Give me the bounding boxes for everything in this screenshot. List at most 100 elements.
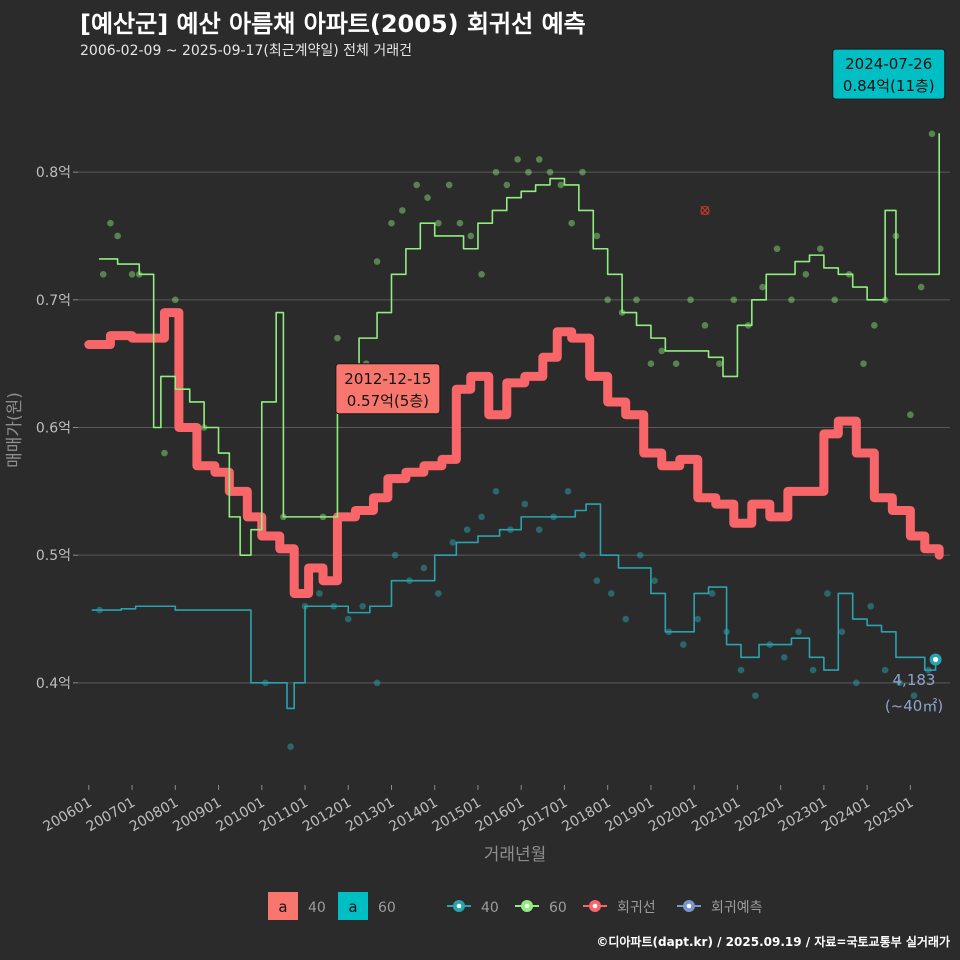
scatter-point-60 [525, 168, 532, 176]
x-tick-label: 201601 [473, 795, 527, 836]
scatter-point-40 [435, 590, 442, 597]
legend-line-dot-center [592, 903, 598, 909]
scatter-point-40 [780, 654, 788, 661]
x-tick-label: 202401 [819, 795, 873, 836]
scatter-point-40 [752, 692, 759, 699]
scatter-point-60 [687, 296, 694, 304]
y-tick-label: 0.7억 [36, 293, 71, 309]
scatter-point-40 [344, 615, 352, 623]
x-tick-label: 200801 [127, 795, 181, 836]
x-tick-label: 201501 [430, 795, 484, 836]
x-tick-label: 201001 [213, 795, 267, 836]
scatter-point-40 [359, 602, 366, 610]
scatter-point-60 [672, 360, 680, 367]
scatter-point-60 [413, 181, 421, 189]
scatter-point-40 [651, 577, 658, 585]
scatter-point-60 [424, 194, 431, 201]
scatter-point-40 [622, 615, 630, 623]
scatter-point-60 [546, 168, 554, 176]
scatter-point-60 [593, 232, 601, 240]
scatter-point-60 [503, 181, 511, 189]
scatter-point-40 [795, 628, 802, 636]
scatter-point-40 [607, 590, 615, 597]
x-tick-label: 201401 [386, 795, 440, 836]
x-tick-label: 201101 [257, 795, 311, 836]
legend-line-dot-center [686, 903, 692, 909]
scatter-point-40 [535, 526, 543, 533]
annotation-2024-value: 0.84억(11층) [843, 77, 935, 95]
legend: a 40 a 60 40 60 회귀선 회귀예측 [268, 892, 763, 920]
y-tick-label: 0.8억 [36, 165, 71, 181]
scatter-point-40 [694, 615, 702, 623]
scatter-point-60 [816, 245, 824, 253]
scatter-point-40 [708, 590, 716, 597]
prediction-marker-inner [932, 656, 939, 663]
scatter-point-60 [128, 270, 136, 278]
y-tick-label: 0.4억 [36, 676, 71, 692]
scatter-point-40 [881, 666, 889, 674]
scatter-point-40 [896, 679, 903, 687]
legend-line-label: 60 [549, 900, 567, 916]
scatter-point-60 [579, 168, 586, 176]
scatter-point-40 [824, 590, 831, 597]
scatter-point-60 [917, 283, 925, 291]
scatter-point-40 [910, 692, 918, 699]
scatter-point-60 [604, 296, 611, 304]
legend-line-label: 회귀예측 [711, 900, 763, 916]
outlier-marker-cross [700, 206, 710, 215]
scatter-point-40 [373, 679, 381, 687]
series-line-60 [98, 133, 940, 556]
x-tick-label: 202201 [732, 795, 786, 836]
scatter-point-60 [860, 360, 867, 367]
scatter-point-40 [593, 577, 601, 585]
scatter-point-40 [564, 488, 572, 495]
x-tick-label: 201301 [343, 795, 397, 836]
x-tick-label: 202001 [646, 795, 700, 836]
scatter-point-60 [658, 347, 666, 355]
legend-key-box [338, 892, 368, 920]
outlier-marker-ring [700, 205, 710, 216]
chart-title: [예산군] 예산 아름채 아파트(2005) 회귀선 예측 [80, 10, 586, 38]
scatter-point-60 [716, 360, 723, 367]
scatter-point-60 [107, 219, 114, 227]
scatter-point-60 [171, 296, 179, 304]
end-label-area: (~40㎡) [885, 697, 943, 715]
scatter-point-60 [773, 245, 781, 253]
x-axis-title: 거래년월 [484, 845, 547, 865]
scatter-point-40 [287, 743, 294, 750]
y-tick-label: 0.6억 [36, 421, 71, 437]
scatter-point-60 [445, 181, 453, 189]
legend-line-dot-center [456, 903, 462, 909]
scatter-point-60 [802, 270, 810, 278]
scatter-point-60 [633, 296, 640, 304]
scatter-point-40 [853, 679, 860, 687]
legend-line-dot-center [524, 903, 530, 909]
x-tick-label: 200701 [84, 795, 138, 836]
x-tick-label: 201901 [603, 795, 657, 836]
point-markers [700, 205, 942, 666]
scatter-point-40 [391, 551, 399, 559]
x-tick-label: 200601 [41, 795, 95, 836]
scatter-point-60 [435, 219, 442, 227]
legend-key-label: 60 [378, 900, 396, 916]
scatter-point-40 [420, 564, 428, 572]
scatter-point-60 [456, 219, 464, 227]
x-tick-label: 200901 [170, 795, 224, 836]
scatter-point-40 [636, 551, 644, 559]
scatter-point-40 [579, 551, 586, 559]
annotation-2012-box [335, 363, 441, 415]
scatter-point-60 [478, 270, 485, 278]
scatter-point-60 [871, 322, 878, 329]
scatter-point-60 [373, 258, 381, 265]
scatter-point-60 [730, 296, 738, 304]
chart-subtitle: 2006-02-09 ~ 2025-09-17(최근계약일) 전체 거래건 [80, 43, 412, 59]
scatter-points [96, 130, 936, 750]
scatter-point-40 [809, 666, 817, 674]
scatter-point-40 [680, 641, 687, 648]
x-tick-label: 202501 [862, 795, 916, 836]
series-line-40 [91, 503, 937, 710]
x-tick-label: 201801 [559, 795, 613, 836]
legend-key-box [268, 892, 298, 920]
scatter-point-60 [161, 449, 168, 457]
